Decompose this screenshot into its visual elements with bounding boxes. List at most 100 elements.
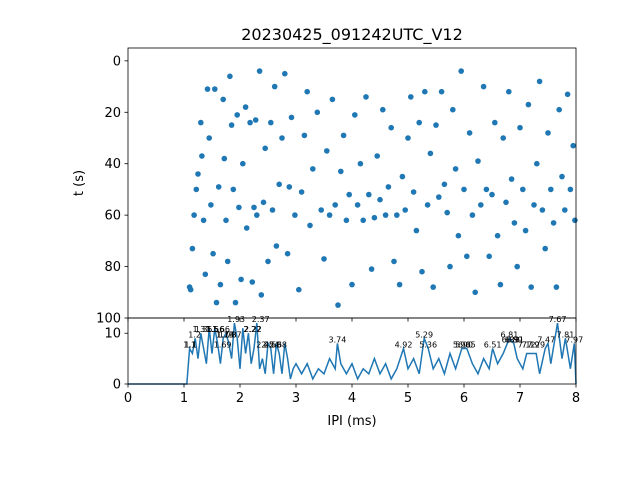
scatter-point bbox=[466, 130, 473, 136]
ipi-y-tick-label: 0 bbox=[113, 378, 121, 393]
scatter-point bbox=[286, 184, 293, 190]
scatter-point bbox=[220, 96, 226, 103]
scatter-point bbox=[212, 86, 218, 92]
ipi-peak-label: 5.90 bbox=[455, 341, 473, 350]
scatter-point bbox=[433, 122, 439, 128]
scatter-point bbox=[268, 119, 274, 126]
scatter-points bbox=[186, 68, 578, 308]
scatter-point bbox=[500, 135, 507, 141]
scatter-point bbox=[230, 186, 237, 193]
scatter-point bbox=[346, 191, 353, 198]
scatter-point bbox=[562, 207, 568, 213]
scatter-y-tick-label: 100 bbox=[96, 312, 121, 327]
scatter-point bbox=[273, 243, 280, 249]
ipi-peak-label: 5.36 bbox=[419, 341, 437, 350]
scatter-point bbox=[413, 227, 420, 234]
scatter-point bbox=[271, 83, 278, 90]
scatter-point bbox=[260, 199, 267, 206]
ipi-peak-label: 1.56 bbox=[206, 325, 224, 334]
scatter-point bbox=[343, 217, 350, 224]
scatter-point bbox=[195, 171, 201, 177]
ipi-peak-labels: 1.11.11.21.311.351.51.561.661.691.731.74… bbox=[183, 315, 583, 349]
scatter-point bbox=[525, 101, 532, 108]
ipi-peak-label: 7.29 bbox=[527, 341, 545, 350]
scatter-point bbox=[191, 212, 197, 218]
scatter-point bbox=[301, 132, 308, 139]
scatter-point bbox=[396, 281, 403, 288]
scatter-point bbox=[199, 153, 205, 159]
ipi-x-tick-label: 7 bbox=[516, 391, 524, 406]
scatter-point bbox=[232, 299, 239, 306]
ipi-peak-label: 1.1 bbox=[184, 341, 197, 350]
scatter-point bbox=[508, 176, 515, 182]
ipi-histogram-axes: 1.11.11.21.311.351.51.561.661.691.731.74… bbox=[104, 315, 583, 429]
scatter-point bbox=[228, 122, 235, 128]
scatter-point bbox=[503, 199, 509, 206]
scatter-point bbox=[475, 158, 481, 164]
ipi-peak-label: 2.68 bbox=[269, 341, 287, 350]
scatter-point bbox=[314, 109, 321, 116]
ipi-x-axis-label: IPI (ms) bbox=[327, 414, 376, 429]
ipi-peak-label: 1.35 bbox=[195, 325, 213, 334]
scatter-point bbox=[548, 186, 554, 193]
scatter-point bbox=[276, 181, 283, 188]
scatter-point bbox=[310, 166, 316, 172]
scatter-point bbox=[388, 124, 395, 131]
scatter-point bbox=[217, 281, 224, 288]
scatter-point bbox=[478, 202, 484, 208]
ipi-peak-label: 6.89 bbox=[505, 335, 523, 344]
scatter-point bbox=[464, 253, 470, 260]
scatter-point bbox=[326, 212, 333, 218]
scatter-point bbox=[335, 302, 341, 308]
scatter-point bbox=[450, 106, 456, 113]
ipi-x-tick-label: 6 bbox=[460, 391, 468, 406]
scatter-point bbox=[472, 289, 479, 296]
scatter-point bbox=[545, 130, 551, 136]
scatter-point bbox=[349, 281, 355, 288]
ipi-y-ticks: 0 10 bbox=[104, 327, 128, 393]
scatter-point bbox=[514, 263, 520, 270]
scatter-point bbox=[224, 258, 231, 265]
scatter-point bbox=[265, 258, 271, 265]
scatter-point bbox=[419, 268, 425, 275]
scatter-point bbox=[284, 250, 291, 257]
scatter-point bbox=[486, 253, 493, 260]
scatter-point bbox=[236, 204, 242, 211]
scatter-point bbox=[517, 124, 523, 131]
ipi-peak-label: 2.45 bbox=[256, 341, 274, 350]
scatter-point bbox=[279, 135, 285, 141]
ipi-peak-label: 1.78 bbox=[219, 330, 237, 339]
scatter-point bbox=[321, 256, 327, 262]
scatter-point bbox=[374, 153, 381, 159]
ipi-peak-label: 7.67 bbox=[549, 315, 567, 324]
scatter-point bbox=[318, 207, 325, 213]
scatter-point bbox=[438, 88, 445, 95]
scatter-point bbox=[550, 220, 557, 226]
scatter-point bbox=[304, 88, 311, 95]
scatter-point bbox=[357, 160, 364, 167]
scatter-point bbox=[385, 184, 392, 190]
ipi-x-tick-label: 4 bbox=[348, 391, 356, 406]
scatter-point bbox=[371, 214, 378, 221]
ipi-y-tick-label: 10 bbox=[104, 327, 121, 342]
ipi-peak-label: 7.47 bbox=[537, 335, 555, 344]
scatter-point bbox=[444, 209, 451, 216]
scatter-point bbox=[424, 202, 431, 208]
scatter-point bbox=[243, 225, 250, 231]
scatter-point bbox=[430, 284, 437, 290]
scatter-point bbox=[198, 119, 204, 126]
scatter-y-tick-label: 60 bbox=[104, 209, 121, 224]
scatter-y-tick-label: 80 bbox=[104, 260, 121, 275]
scatter-point bbox=[187, 286, 194, 293]
ipi-peak-label: 1.87 bbox=[224, 330, 242, 339]
scatter-point bbox=[269, 207, 276, 213]
scatter-point bbox=[416, 119, 423, 126]
ipi-peak-label: 1.93 bbox=[227, 315, 245, 324]
scatter-point bbox=[249, 279, 256, 285]
ipi-x-tick-label: 1 bbox=[180, 391, 188, 406]
ipi-peak-label: 4.92 bbox=[395, 341, 413, 350]
scatter-point bbox=[215, 184, 222, 190]
scatter-point bbox=[452, 166, 459, 172]
scatter-point bbox=[405, 135, 411, 141]
scatter-point bbox=[520, 186, 526, 193]
